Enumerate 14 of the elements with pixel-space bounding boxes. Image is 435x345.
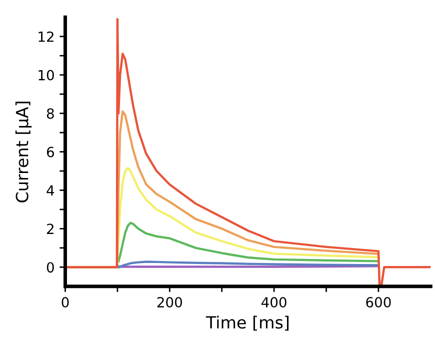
x-tick-label: 200	[157, 297, 182, 308]
y-tick-label: 6	[46, 146, 54, 158]
x-tick-label: 0	[62, 297, 69, 308]
x-axis-title: Time [ms]	[206, 316, 289, 331]
y-tick-label: 2	[47, 224, 54, 234]
x-tick-label: 400	[261, 297, 286, 308]
line-series	[65, 18, 431, 286]
y-tick-label: 4	[46, 185, 54, 196]
y-axis-title: Current [μA]	[15, 102, 32, 202]
x-tick-label: 600	[366, 297, 391, 308]
y-tick-label: 8	[46, 108, 54, 119]
y-tick-label: 12	[38, 31, 54, 42]
y-tick-label: 10	[38, 70, 54, 80]
y-tick-label: 0	[46, 262, 54, 273]
